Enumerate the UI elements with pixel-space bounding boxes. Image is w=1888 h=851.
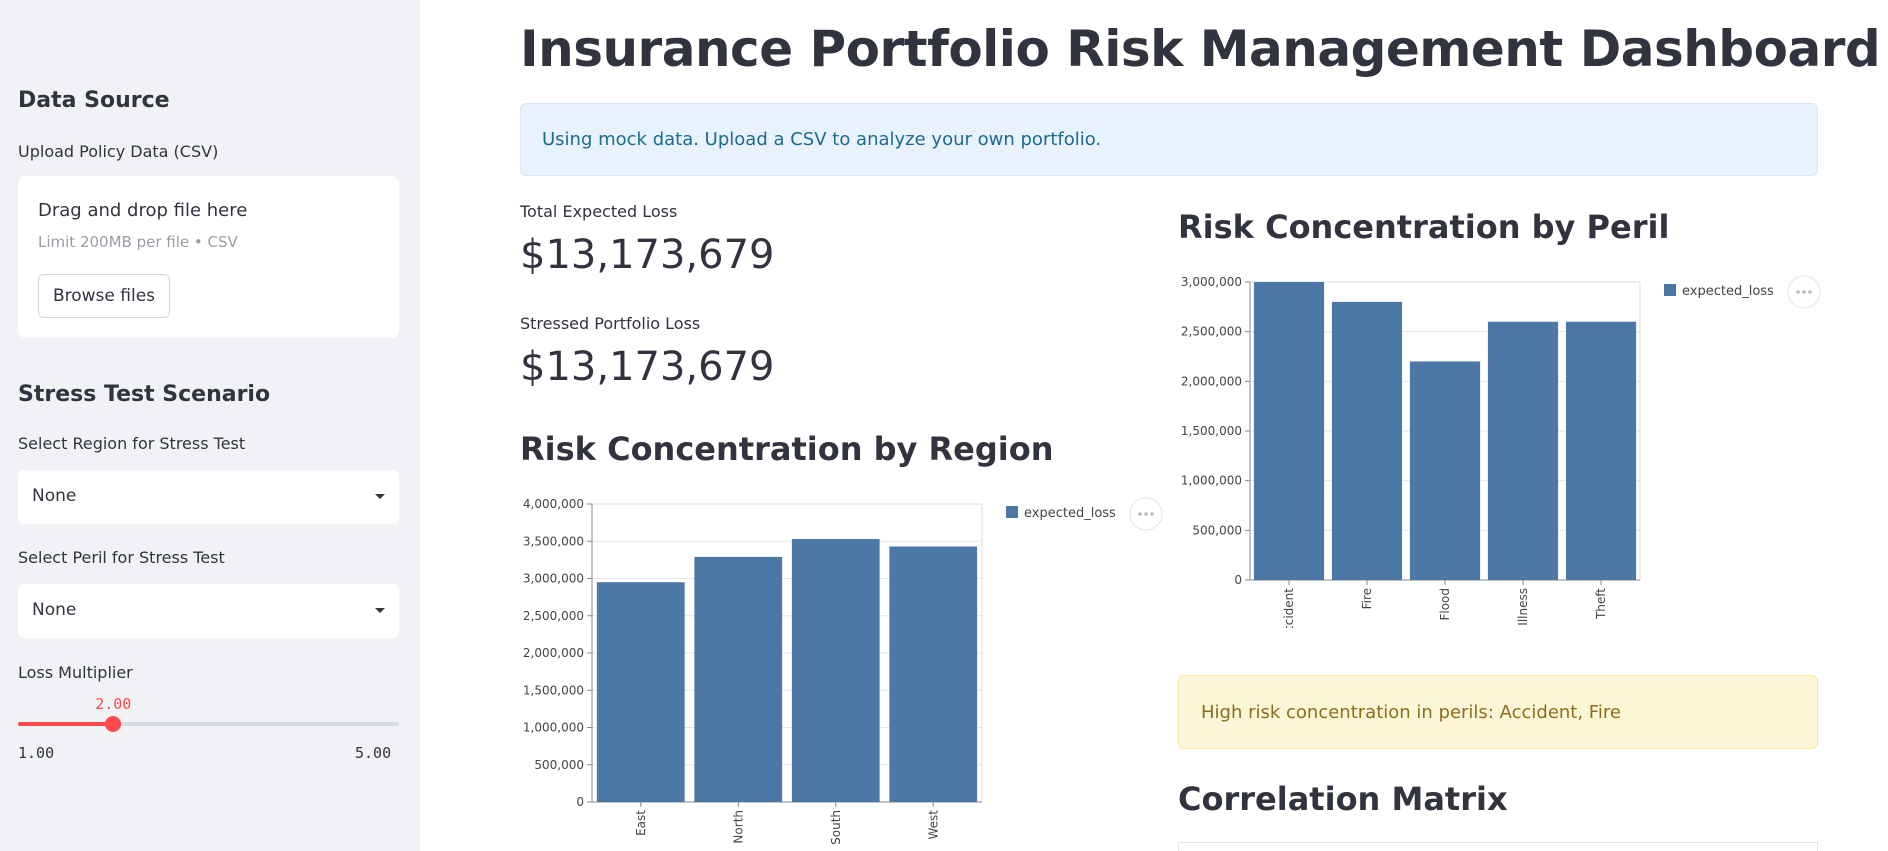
region-chart-heading: Risk Concentration by Region xyxy=(520,430,1054,468)
metric-label-stressed: Stressed Portfolio Loss xyxy=(520,314,701,333)
peril-chart-ytick-label: 3,000,000 xyxy=(1181,275,1242,289)
region-chart-bar-south xyxy=(791,539,880,802)
peril-chart-legend-label: expected_loss xyxy=(1682,284,1774,299)
peril-chart-more-actions-dot xyxy=(1808,290,1812,294)
chevron-down-icon xyxy=(375,494,385,499)
peril-chart-bar-theft xyxy=(1565,321,1637,580)
peril-chart-ytick-label: 2,000,000 xyxy=(1181,374,1242,388)
region-chart-ytick-label: 1,500,000 xyxy=(523,683,584,697)
metric-value-total: $13,173,679 xyxy=(520,232,775,278)
data-source-title: Data Source xyxy=(18,88,170,113)
drag-drop-text: Drag and drop file here xyxy=(38,200,248,221)
peril-chart-ytick-label: 500,000 xyxy=(1192,523,1242,537)
sidebar: Data Source Upload Policy Data (CSV) Dra… xyxy=(0,0,420,851)
region-chart-ytick-label: 0 xyxy=(576,795,584,809)
peril-chart-heading: Risk Concentration by Peril xyxy=(1178,208,1670,246)
region-chart-ytick-label: 500,000 xyxy=(534,758,584,772)
region-chart-bar-east xyxy=(596,582,685,802)
warning-message: High risk concentration in perils: Accid… xyxy=(1201,702,1621,723)
peril-chart-legend-swatch xyxy=(1664,284,1676,296)
region-bar-chart: 0 500,000 1,000,000 1,500,000 2,000,000 2,500… xyxy=(520,490,1170,850)
browse-files-button[interactable]: Browse files xyxy=(38,274,170,318)
upload-limit-text: Limit 200MB per file • CSV xyxy=(38,233,238,251)
peril-chart-bar-flood xyxy=(1409,361,1481,580)
region-chart-xtick-label: North xyxy=(731,810,745,844)
warning-alert: High risk concentration in perils: Accid… xyxy=(1178,675,1818,749)
slider-value: 2.00 xyxy=(95,695,132,713)
peril-chart-ytick-label: 0 xyxy=(1234,573,1242,587)
region-chart-xtick-label: West xyxy=(926,810,940,840)
region-chart-ytick-label: 1,000,000 xyxy=(523,721,584,735)
peril-chart-ytick-label: 2,500,000 xyxy=(1181,325,1242,339)
slider-max-label: 5.00 xyxy=(355,744,392,762)
peril-chart-more-actions-dot xyxy=(1802,290,1806,294)
peril-chart-xtick-label: Fire xyxy=(1360,588,1374,609)
chevron-down-icon xyxy=(375,608,385,613)
peril-chart-more-actions-icon[interactable] xyxy=(1787,275,1821,309)
metric-label-total: Total Expected Loss xyxy=(520,202,678,221)
region-chart-more-actions-dot xyxy=(1138,512,1142,516)
region-select[interactable]: None xyxy=(18,470,399,524)
region-chart-ytick-label: 3,000,000 xyxy=(523,572,584,586)
region-chart-more-actions-dot xyxy=(1150,512,1154,516)
region-chart-more-actions-dot xyxy=(1144,512,1148,516)
slider-min-label: 1.00 xyxy=(18,744,55,762)
region-chart-xtick-label: East xyxy=(634,810,648,836)
region-chart-legend-label: expected_loss xyxy=(1024,506,1116,521)
file-uploader-dropzone[interactable]: Drag and drop file here Limit 200MB per … xyxy=(18,176,399,338)
metric-value-stressed: $13,173,679 xyxy=(520,344,775,390)
peril-chart-bar-illness xyxy=(1487,321,1559,580)
region-select-label: Select Region for Stress Test xyxy=(18,434,246,453)
peril-chart-svg: 0 500,000 1,000,000 1,500,000 2,000,000 2,500… xyxy=(1181,275,1821,640)
region-chart-xtick-label: South xyxy=(829,810,843,845)
region-select-value: None xyxy=(32,486,77,506)
region-chart-ytick-label: 2,000,000 xyxy=(523,646,584,660)
region-chart-svg: 0 500,000 1,000,000 1,500,000 2,000,000 2,500… xyxy=(523,497,1163,845)
region-chart-legend-swatch xyxy=(1006,506,1018,518)
correlation-heading: Correlation Matrix xyxy=(1178,780,1508,818)
peril-chart-xtick-label: Illness xyxy=(1516,588,1530,626)
peril-chart-ytick-label: 1,000,000 xyxy=(1181,474,1242,488)
peril-select-label: Select Peril for Stress Test xyxy=(18,548,225,567)
region-chart-bar-north xyxy=(694,556,783,802)
peril-chart-xtick-label: Accident xyxy=(1282,588,1296,628)
loss-multiplier-slider[interactable] xyxy=(18,716,399,732)
peril-select-value: None xyxy=(32,600,77,620)
slider-fill xyxy=(18,722,114,726)
peril-chart-more-actions-dot xyxy=(1796,290,1800,294)
peril-chart-ytick-label: 1,500,000 xyxy=(1181,424,1242,438)
region-chart-bar-west xyxy=(889,546,978,802)
region-chart-ytick-label: 3,500,000 xyxy=(523,534,584,548)
peril-bar-chart: 0 500,000 1,000,000 1,500,000 2,000,000 2,500… xyxy=(1178,268,1828,640)
region-chart-more-actions-icon[interactable] xyxy=(1129,497,1163,531)
loss-multiplier-label: Loss Multiplier xyxy=(18,663,133,682)
upload-label: Upload Policy Data (CSV) xyxy=(18,142,219,161)
peril-chart-bar-accident xyxy=(1253,282,1325,580)
peril-chart-xtick-label: Theft xyxy=(1594,588,1608,620)
peril-chart-bar-fire xyxy=(1331,301,1403,580)
slider-thumb[interactable] xyxy=(105,716,122,732)
correlation-table xyxy=(1178,842,1818,851)
region-chart-ytick-label: 2,500,000 xyxy=(523,609,584,623)
info-message: Using mock data. Upload a CSV to analyze… xyxy=(542,129,1102,150)
stress-test-title: Stress Test Scenario xyxy=(18,382,271,407)
peril-select[interactable]: None xyxy=(18,584,399,638)
peril-chart-xtick-label: Flood xyxy=(1438,588,1452,621)
info-alert: Using mock data. Upload a CSV to analyze… xyxy=(520,103,1818,176)
page-title: Insurance Portfolio Risk Management Dash… xyxy=(520,20,1881,78)
region-chart-ytick-label: 4,000,000 xyxy=(523,497,584,511)
